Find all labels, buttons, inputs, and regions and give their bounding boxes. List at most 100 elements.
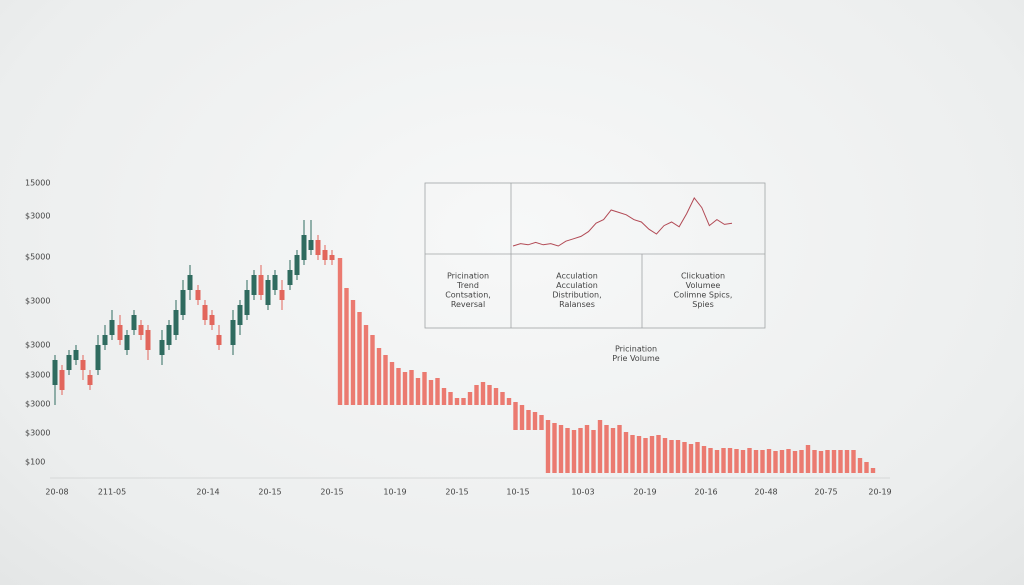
range-bar: [467, 392, 473, 405]
range-bar: [773, 451, 778, 473]
panel-text: Volumee: [686, 281, 721, 290]
candle-body: [209, 315, 215, 325]
range-bar: [701, 446, 707, 473]
range-bar: [480, 382, 486, 405]
candle-body: [258, 275, 264, 295]
range-bar: [396, 368, 401, 405]
candle-body: [138, 325, 144, 335]
panel-text: Contsation,: [445, 291, 491, 300]
range-bar: [461, 398, 466, 405]
range-bar: [552, 423, 557, 473]
range-bar: [597, 420, 603, 473]
range-bar: [799, 450, 804, 473]
x-tick-label: 20-75: [814, 488, 837, 497]
range-bar: [682, 442, 687, 473]
y-tick-label: $3000: [25, 212, 50, 221]
x-tick-label: 20-19: [633, 488, 656, 497]
candle-body: [279, 290, 285, 300]
candle-body: [66, 355, 72, 370]
range-bar: [370, 335, 375, 405]
range-bar: [604, 425, 609, 473]
range-bar: [623, 432, 629, 473]
range-bar: [591, 430, 596, 473]
candle-body: [52, 360, 58, 385]
x-tick-label: 211-05: [98, 488, 126, 497]
candle-body: [237, 305, 243, 325]
range-bar: [363, 325, 369, 405]
y-tick-label: 15000: [25, 179, 50, 188]
range-bar: [493, 388, 499, 405]
candle-body: [301, 235, 307, 260]
range-bar: [617, 425, 622, 473]
candle-body: [59, 370, 65, 390]
candle-body: [173, 310, 179, 335]
panel-text: Reversal: [451, 300, 485, 309]
range-bar: [630, 435, 635, 473]
y-tick-label: $5000: [25, 253, 50, 262]
range-bar: [409, 370, 414, 405]
inset-line: [512, 197, 733, 247]
x-tick-label: 20-15: [258, 488, 281, 497]
range-bar: [734, 449, 739, 473]
y-tick-label: $3000: [25, 371, 50, 380]
panel-text: Acculation: [556, 272, 598, 281]
range-bar: [864, 462, 869, 473]
candle-body: [180, 290, 186, 315]
x-tick-label: 20-48: [754, 488, 777, 497]
range-bar: [500, 392, 505, 405]
x-tick-label: 20-14: [196, 488, 219, 497]
range-bar: [610, 428, 616, 473]
range-bar: [753, 450, 759, 473]
range-bar: [441, 388, 447, 405]
range-bar: [539, 415, 544, 430]
candle-body: [117, 325, 123, 340]
range-bar: [818, 451, 824, 473]
range-bar: [526, 410, 531, 430]
y-tick-label: $3000: [25, 429, 50, 438]
candle-body: [109, 320, 115, 335]
panel-text: Colimne Spics,: [674, 291, 733, 300]
range-bar: [344, 288, 349, 405]
candle-body: [265, 280, 271, 305]
range-bar: [357, 312, 362, 405]
x-tick-label: 10-19: [383, 488, 406, 497]
candle-body: [102, 335, 108, 345]
range-bar: [448, 392, 453, 405]
candle-body: [166, 325, 172, 345]
panel-text: Clickuation: [681, 272, 725, 281]
range-bar: [825, 450, 830, 473]
x-tick-label: 20-16: [694, 488, 717, 497]
range-bar: [350, 300, 356, 405]
range-bar: [578, 428, 583, 473]
x-tick-label: 10-03: [571, 488, 594, 497]
candle-body: [159, 340, 165, 355]
candle-body: [87, 375, 93, 385]
range-bar: [786, 449, 791, 473]
range-bar: [838, 450, 843, 473]
candle-body: [124, 335, 130, 350]
range-bar: [740, 450, 746, 473]
range-bar: [792, 451, 798, 473]
range-bar: [571, 430, 577, 473]
candle-body: [195, 290, 201, 300]
x-tick-label: 20-19: [868, 488, 891, 497]
range-bar: [636, 436, 642, 473]
range-bar: [513, 402, 518, 430]
y-tick-label: $3000: [25, 341, 50, 350]
panel-text: Spies: [692, 300, 713, 309]
candle-body: [272, 275, 278, 290]
range-bar: [545, 420, 551, 473]
panel-text: Acculation: [556, 281, 598, 290]
range-bar: [454, 398, 460, 405]
range-bar: [376, 348, 382, 405]
panel-text: Pricination: [447, 272, 489, 281]
y-tick-label: $3000: [25, 400, 50, 409]
x-tick-label: 10-15: [506, 488, 529, 497]
range-bar: [389, 362, 395, 405]
candle-body: [131, 315, 137, 330]
range-bar: [870, 468, 876, 473]
candle-body: [244, 290, 250, 315]
candle-body: [315, 240, 321, 255]
panel-text: Distribution,: [552, 291, 601, 300]
